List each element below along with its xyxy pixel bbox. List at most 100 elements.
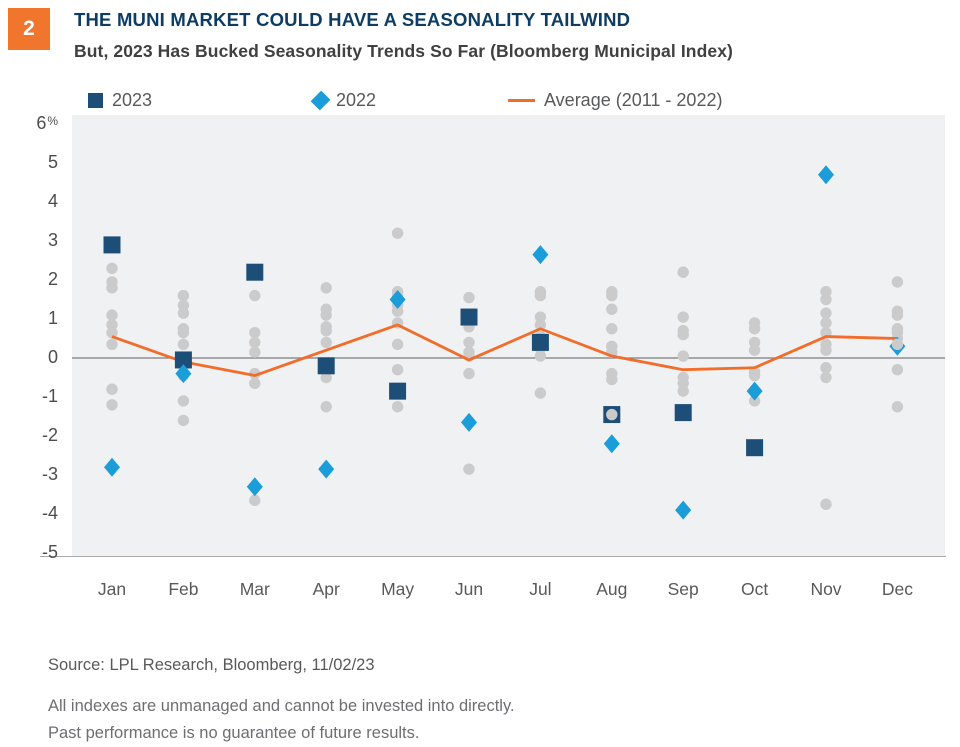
other-year-dot bbox=[320, 325, 332, 337]
other-year-dot bbox=[106, 319, 118, 331]
y-tick-label: -3 bbox=[41, 464, 58, 484]
x-tick-label-apr: Apr bbox=[312, 579, 340, 599]
data-point-2022 bbox=[318, 459, 335, 479]
x-tick-label-may: May bbox=[381, 579, 415, 599]
other-year-dot bbox=[748, 369, 761, 382]
x-tick-label-oct: Oct bbox=[740, 579, 769, 599]
legend-item-2023: 2023 bbox=[88, 90, 152, 111]
other-year-dot bbox=[106, 309, 118, 321]
other-year-dot bbox=[534, 350, 547, 362]
other-year-dot bbox=[320, 401, 332, 413]
other-year-dot bbox=[534, 311, 547, 323]
x-tick-label-jan: Jan bbox=[97, 579, 127, 599]
other-year-dot bbox=[677, 377, 689, 390]
other-year-dot bbox=[606, 303, 618, 315]
other-year-dot bbox=[891, 364, 904, 376]
other-year-dot bbox=[534, 319, 547, 331]
scatter-plot bbox=[72, 165, 945, 520]
x-tick-label-feb: Feb bbox=[168, 579, 199, 599]
figure-number-badge: 2 bbox=[8, 8, 50, 50]
other-year-dot bbox=[391, 305, 404, 317]
data-point-2023 bbox=[246, 263, 264, 281]
other-year-dot bbox=[606, 323, 618, 335]
legend-label-2022: 2022 bbox=[336, 90, 377, 110]
other-year-dot bbox=[177, 307, 190, 319]
other-year-dot bbox=[106, 262, 118, 274]
line-marker-icon bbox=[508, 99, 535, 102]
other-year-dot bbox=[820, 362, 832, 374]
other-year-dot bbox=[820, 498, 832, 510]
percent-suffix: % bbox=[47, 114, 58, 128]
data-point-2022 bbox=[818, 165, 834, 185]
data-point-2022 bbox=[603, 434, 620, 454]
diamond-marker-icon bbox=[310, 90, 331, 111]
other-year-dot bbox=[748, 323, 761, 335]
other-year-dot bbox=[177, 299, 190, 312]
other-year-dot bbox=[391, 364, 404, 376]
other-year-dot bbox=[249, 326, 261, 339]
other-year-dot bbox=[606, 373, 618, 386]
y-tick-label: -4 bbox=[41, 503, 58, 523]
other-year-dot bbox=[534, 289, 547, 302]
other-year-dot bbox=[820, 371, 832, 384]
other-year-dot bbox=[820, 307, 832, 319]
data-point-2022 bbox=[104, 457, 120, 477]
other-year-dot bbox=[677, 328, 689, 341]
other-year-dot bbox=[177, 289, 190, 302]
other-year-dot bbox=[606, 408, 618, 421]
other-year-dot bbox=[177, 338, 190, 351]
other-year-dot bbox=[820, 344, 832, 356]
x-tick-label-nov: Nov bbox=[810, 579, 842, 599]
other-year-dot bbox=[891, 276, 904, 288]
y-tick-label: 1 bbox=[47, 308, 58, 328]
other-year-dot bbox=[534, 387, 547, 399]
x-tick-label-dec: Dec bbox=[881, 579, 913, 599]
x-tick-label-jul: Jul bbox=[529, 579, 552, 599]
other-year-dot bbox=[891, 401, 904, 413]
other-year-dot bbox=[249, 289, 261, 302]
disclaimer-text-2: Past performance is no guarantee of futu… bbox=[48, 724, 420, 742]
x-tick-label-sep: Sep bbox=[667, 579, 699, 599]
x-tick-label-jun: Jun bbox=[454, 579, 484, 599]
other-year-dot bbox=[320, 336, 332, 349]
y-tick-label: 6% bbox=[36, 113, 58, 133]
other-year-dot bbox=[106, 326, 118, 339]
x-tick-label-mar: Mar bbox=[239, 579, 270, 599]
y-tick-label: -2 bbox=[41, 425, 58, 445]
data-point-2022 bbox=[532, 245, 549, 265]
data-point-2023 bbox=[103, 236, 121, 254]
other-year-dot bbox=[677, 311, 689, 323]
other-year-dot bbox=[177, 326, 190, 339]
y-tick-label: 3 bbox=[47, 230, 58, 250]
other-year-dot bbox=[463, 336, 475, 349]
disclaimer-text-1: All indexes are unmanaged and cannot be … bbox=[48, 697, 515, 715]
other-year-dot bbox=[820, 317, 832, 329]
other-year-dot bbox=[748, 395, 761, 407]
y-tick-label: -5 bbox=[41, 542, 58, 562]
data-point-2023 bbox=[746, 439, 764, 457]
data-point-2022 bbox=[389, 290, 406, 309]
y-tick-label: -1 bbox=[41, 386, 58, 406]
chart-title: THE MUNI MARKET COULD HAVE A SEASONALITY… bbox=[74, 9, 631, 30]
other-year-dot bbox=[320, 371, 332, 384]
data-point-2022 bbox=[461, 412, 477, 432]
other-year-dot bbox=[106, 399, 118, 411]
other-year-dot bbox=[249, 336, 261, 349]
chart-subtitle: But, 2023 Has Bucked Seasonality Trends … bbox=[74, 41, 733, 61]
source-text: Source: LPL Research, Bloomberg, 11/02/2… bbox=[48, 656, 375, 674]
data-point-2023 bbox=[460, 308, 478, 326]
other-year-dot bbox=[606, 289, 618, 302]
other-year-dot bbox=[249, 346, 261, 358]
average-line bbox=[111, 323, 898, 377]
other-year-dot bbox=[463, 291, 475, 304]
other-year-dot bbox=[463, 367, 475, 380]
other-year-dot bbox=[677, 385, 689, 397]
other-year-dot bbox=[391, 401, 404, 413]
other-year-dot bbox=[891, 338, 904, 351]
other-year-dot bbox=[320, 309, 332, 321]
other-year-dot bbox=[748, 336, 761, 349]
other-year-dot bbox=[106, 282, 118, 294]
x-tick-label-aug: Aug bbox=[596, 579, 628, 599]
y-tick-label: 5 bbox=[47, 152, 58, 172]
data-point-2022 bbox=[675, 500, 692, 520]
